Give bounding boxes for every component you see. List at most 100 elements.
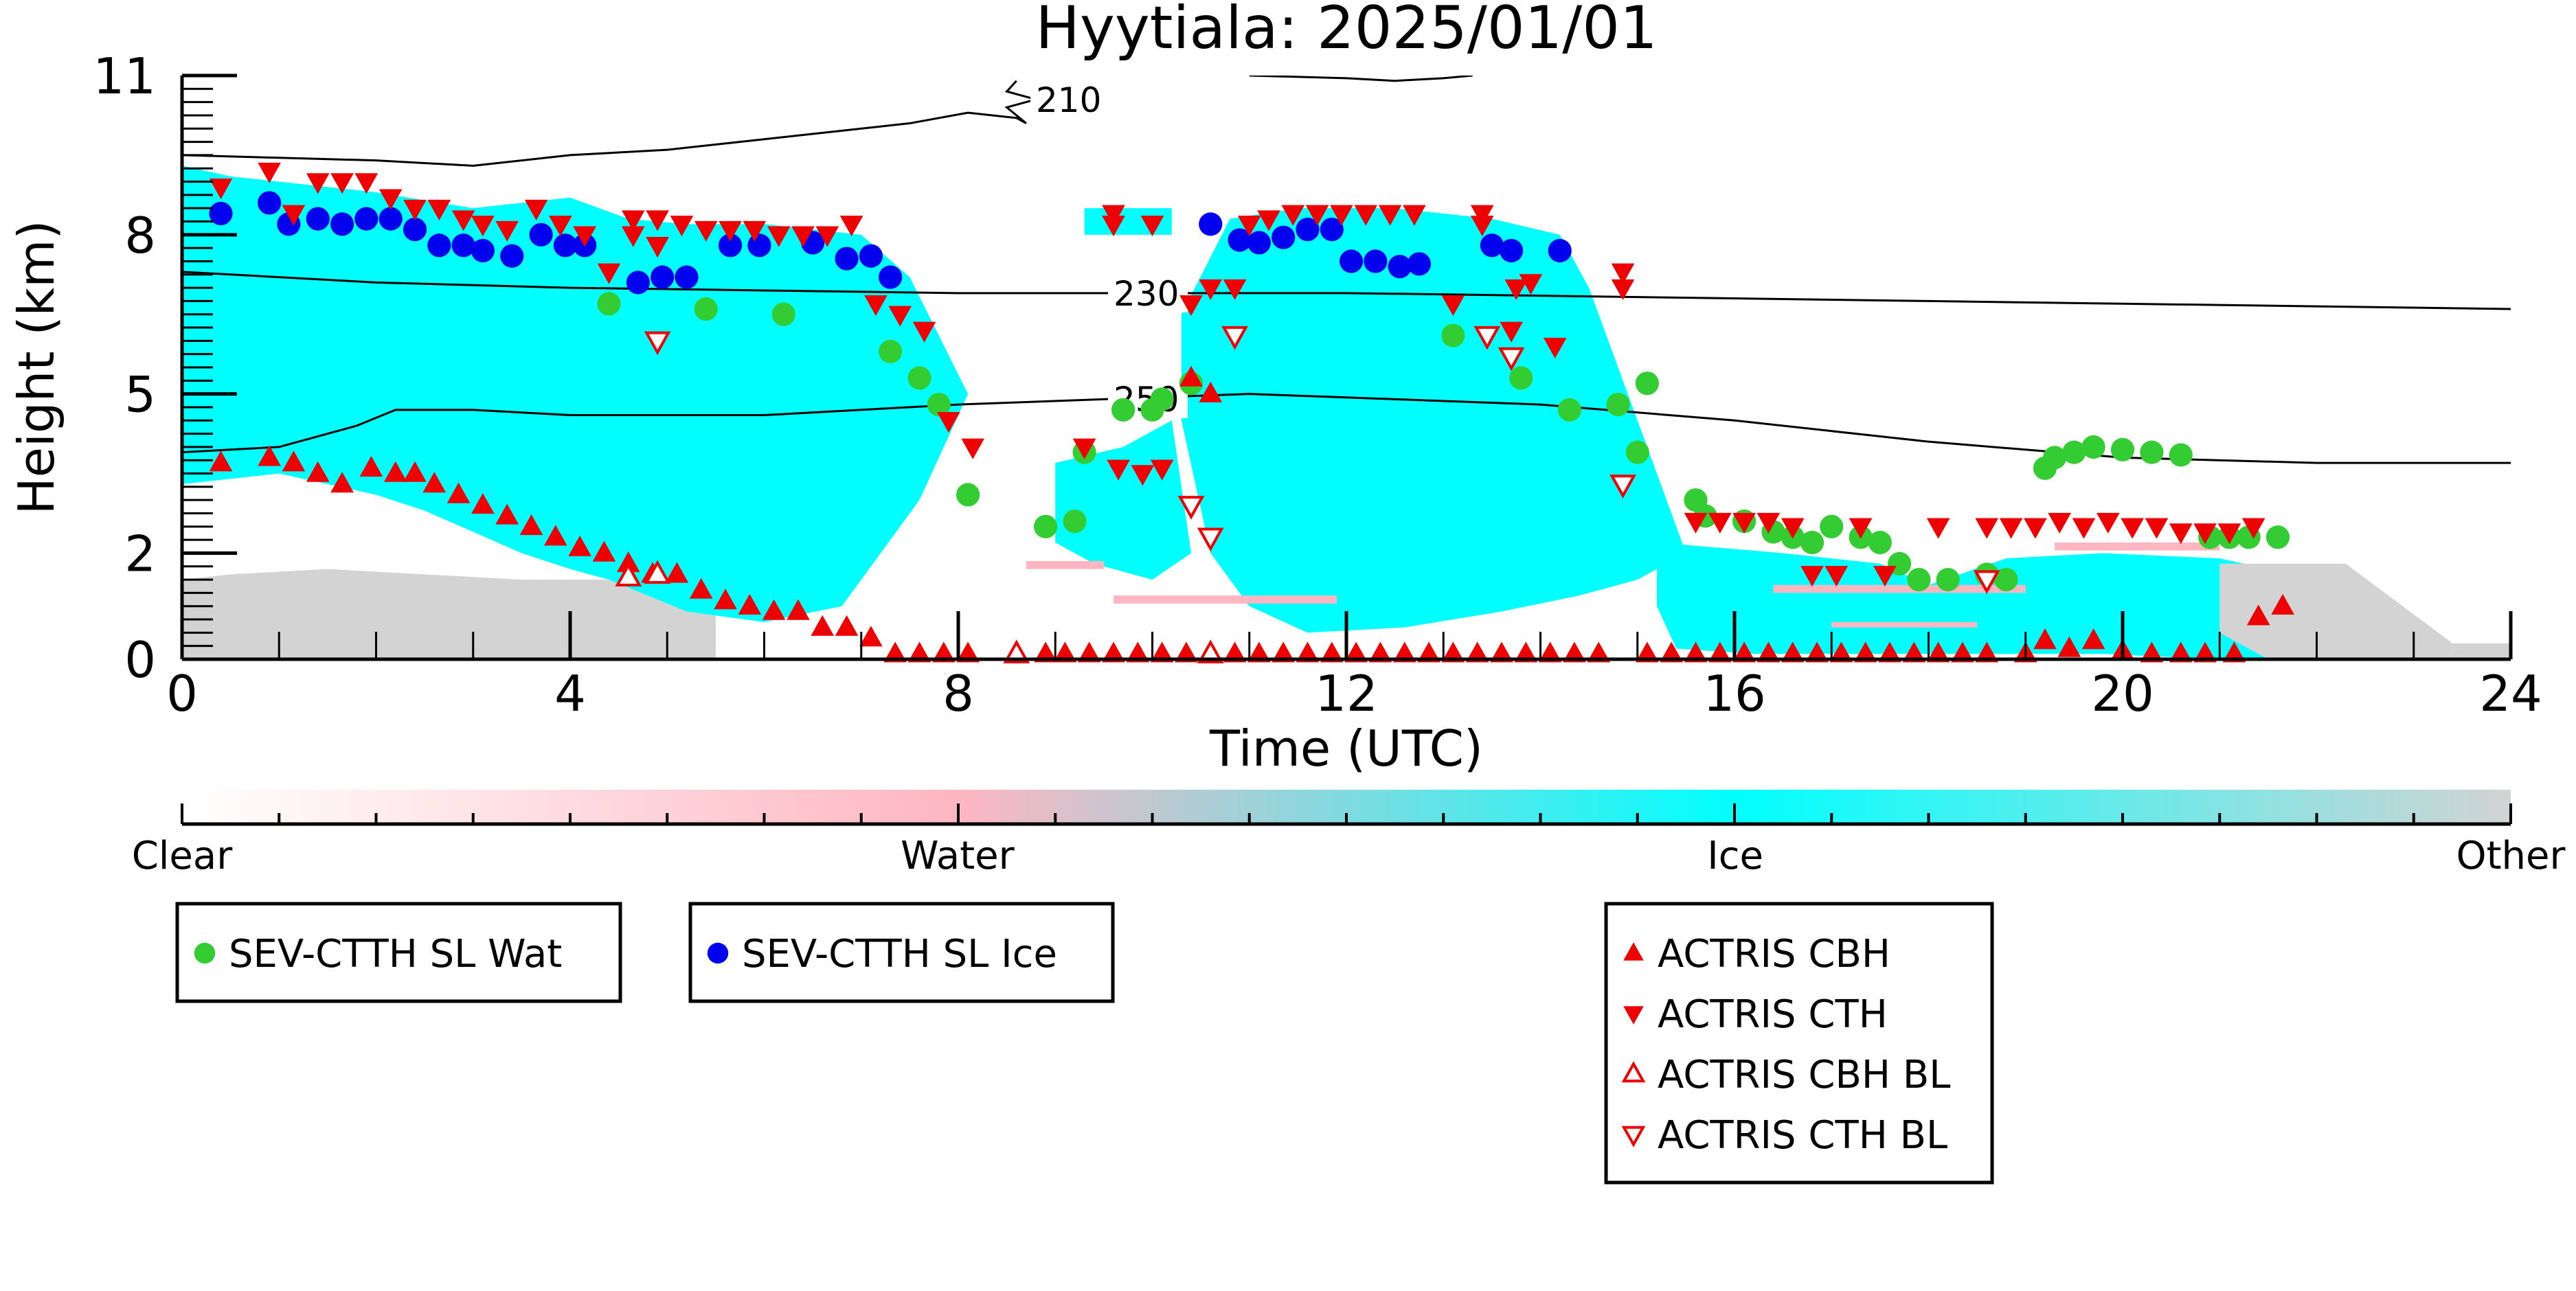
cloud-region-other-7 <box>2452 643 2511 659</box>
series-2-point-24 <box>811 615 835 636</box>
chart-title: Hyytiala: 2025/01/01 <box>1035 0 1657 62</box>
contour-label-bg-0 <box>1108 273 1188 312</box>
series-3-point-37 <box>1131 465 1155 486</box>
series-2-point-37 <box>1175 641 1198 663</box>
series-1-point-6 <box>379 207 403 231</box>
series-3-point-25 <box>791 226 815 247</box>
series-3-point-4 <box>330 173 354 194</box>
series-0-point-6 <box>956 483 980 507</box>
series-2-point-29 <box>932 641 956 663</box>
series-0-point-28 <box>1868 530 1892 555</box>
series-0-point-33 <box>1994 567 2018 592</box>
series-3-point-73 <box>2048 512 2071 534</box>
series-3-point-2 <box>282 205 306 226</box>
series-1-point-24 <box>1199 212 1223 236</box>
series-3-point-72 <box>2024 518 2047 539</box>
series-5-point-1 <box>1177 496 1205 520</box>
cloud-region-water-10 <box>1773 584 2026 593</box>
series-3-point-21 <box>694 220 718 242</box>
series-2-point-32 <box>1053 641 1077 663</box>
series-2-point-26 <box>859 626 883 647</box>
series-3-point-70 <box>1975 518 1999 539</box>
series-1-point-17 <box>675 265 699 289</box>
series-0-point-2 <box>771 302 795 326</box>
series-2-point-36 <box>1150 641 1174 663</box>
series-2-point-59 <box>1708 641 1732 663</box>
colorbar-label-2: Ice <box>1707 834 1763 878</box>
x-tick-label-0: 0 <box>166 665 198 722</box>
series-3-point-3 <box>306 173 330 194</box>
series-2-point-69 <box>1951 641 1974 663</box>
series-4-point-1 <box>644 560 671 584</box>
legend-label-1-0: SEV-CTTH SL Ice <box>742 932 1057 976</box>
series-0-point-18 <box>1635 372 1659 396</box>
series-2-point-10 <box>471 493 495 514</box>
series-1-point-23 <box>879 265 903 289</box>
series-3-point-52 <box>1470 216 1494 237</box>
series-2-point-31 <box>1034 641 1057 663</box>
series-1-point-7 <box>403 217 427 242</box>
series-3-point-61 <box>1708 512 1732 534</box>
series-4-point-3 <box>1197 639 1224 664</box>
x-tick-label-5: 20 <box>2091 665 2154 722</box>
series-3-point-7 <box>403 199 427 221</box>
series-2-point-52 <box>1514 641 1538 663</box>
series-2-point-55 <box>1587 641 1611 663</box>
series-0-point-39 <box>2140 440 2164 464</box>
series-2-point-73 <box>2057 636 2081 657</box>
legend-2: ACTRIS CBH ACTRIS CTH ACTRIS CBH BL ACTRIS … <box>1604 902 1994 1185</box>
series-1-point-29 <box>1320 217 1344 242</box>
series-3-point-78 <box>2169 523 2193 545</box>
series-2-point-48 <box>1417 641 1440 663</box>
series-5-point-6 <box>1609 475 1636 499</box>
series-2-point-19 <box>689 578 713 599</box>
series-3-point-75 <box>2097 512 2120 534</box>
series-3-point-30 <box>912 321 936 343</box>
colorbar-label-1: Water <box>901 834 1015 878</box>
series-2-point-22 <box>762 599 786 620</box>
y-tick-label-1: 2 <box>124 525 156 582</box>
series-2-point-76 <box>2140 641 2164 663</box>
series-1-point-8 <box>427 233 451 258</box>
series-3-point-16 <box>622 210 645 231</box>
series-2-point-74 <box>2081 628 2105 650</box>
series-5-point-7 <box>1973 570 2000 594</box>
series-0-point-36 <box>2062 440 2086 464</box>
series-2-point-34 <box>1102 641 1125 663</box>
series-1-point-30 <box>1339 249 1364 273</box>
series-1-point-33 <box>1407 252 1432 276</box>
x-axis-label: Time (UTC) <box>1209 720 1483 777</box>
x-tick-label-3: 12 <box>1315 665 1378 722</box>
series-3-point-49 <box>1378 205 1402 226</box>
series-4 <box>615 560 1224 664</box>
series-3-point-19 <box>646 210 669 231</box>
series-2-point-63 <box>1805 641 1829 663</box>
series-3-point-64 <box>1781 518 1805 539</box>
series-3-point-42 <box>1223 279 1247 300</box>
series-0-point-0 <box>597 292 621 316</box>
cloud-region-ice-4 <box>1181 208 1686 633</box>
x-tick-label-6: 24 <box>2479 665 2542 722</box>
cloud-region-ice-2 <box>1055 420 1191 580</box>
legend-marker-2-2 <box>1621 1061 1646 1083</box>
series-3-point-20 <box>670 216 694 237</box>
series-2-point-77 <box>2169 641 2193 663</box>
series-2-point-60 <box>1732 641 1756 663</box>
series-1-point-11 <box>500 244 524 268</box>
series-2-point-14 <box>568 535 591 556</box>
series-2-point-79 <box>2222 641 2246 663</box>
series-2-point-47 <box>1392 641 1416 663</box>
plot-background <box>182 165 2511 659</box>
series-2-point-80 <box>2246 604 2270 626</box>
series-0-point-31 <box>1936 567 1960 592</box>
x-tick-label-4: 16 <box>1703 665 1766 722</box>
legend-label-2-3: ACTRIS CTH BL <box>1658 1113 1947 1158</box>
series-2-point-8 <box>422 472 447 493</box>
series-1-point-5 <box>354 207 379 231</box>
series-3-point-45 <box>1281 205 1305 226</box>
series-3-point-15 <box>597 263 621 284</box>
series-2-point-53 <box>1538 641 1562 663</box>
series-3-point-74 <box>2072 518 2096 539</box>
